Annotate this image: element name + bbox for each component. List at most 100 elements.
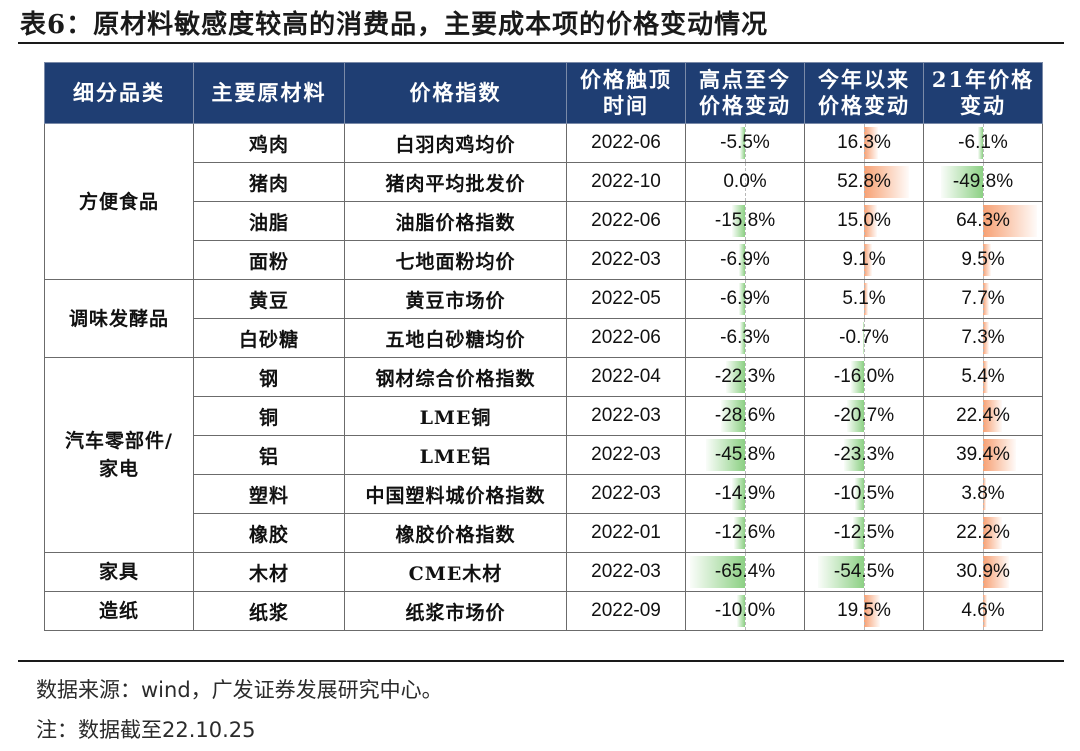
percent-value: 0.0% [723,171,767,192]
material-cell: 塑料 [193,474,345,514]
index-cell: 中国塑料城价格指数 [344,474,567,514]
table-row: 铝 LME铝 2022-03 -45.8% -23.3% 39.4% [45,435,1043,475]
ytd-cell: -20.7% [804,396,924,436]
data-bar [864,166,909,198]
zero-axis-line [864,592,865,630]
zero-axis-line [745,163,746,201]
percent-value: 4.6% [961,600,1005,621]
zero-axis-line [745,397,746,435]
data-bar [846,400,864,432]
material-cell: 钢 [193,357,345,397]
percent-value: -20.7% [833,405,895,426]
header-ytd: 今年以来 价格变动 [804,62,924,124]
percent-value: -12.6% [714,522,776,543]
percent-value: -14.9% [714,483,776,504]
percent-value: -54.5% [833,561,895,582]
y21-cell: -49.8% [923,162,1043,202]
percent-value: -5.5% [720,132,770,153]
table-row: 橡胶 橡胶价格指数 2022-01 -12.6% -12.5% 22.2% [45,513,1043,553]
data-bar [740,127,745,159]
y21-cell: 64.3% [923,201,1043,241]
percent-value: -22.3% [714,366,776,387]
category-label: 方便食品 [78,190,159,213]
from-peak-cell: -12.6% [685,513,805,553]
from-peak-cell: -5.5% [685,123,805,163]
data-bar [983,322,990,354]
peak-time-cell: 2022-03 [566,396,686,436]
percent-value: 7.7% [961,288,1005,309]
data-bar [855,478,864,510]
index-cell: 橡胶价格指数 [344,513,567,553]
data-bar [983,283,990,315]
material-cell: 木材 [193,552,345,592]
header-from-peak-line2: 价格变动 [699,93,791,118]
peak-time-cell: 2022-04 [566,357,686,397]
zero-axis-line [864,163,865,201]
ytd-cell: 15.0% [804,201,924,241]
y21-cell: 3.8% [923,474,1043,514]
material-cell: 黄豆 [193,279,345,319]
date-note: 注：数据截至22.10.25 [36,718,256,742]
zero-axis-line [745,592,746,630]
percent-value: 39.4% [956,444,1010,465]
index-cell: 白羽肉鸡均价 [344,123,567,163]
ytd-cell: 19.5% [804,591,924,631]
ytd-cell: 9.1% [804,240,924,280]
ytd-cell: -0.7% [804,318,924,358]
material-cell: 铜 [193,396,345,436]
zero-axis-line [745,514,746,552]
percent-value: 9.1% [842,249,886,270]
data-bar [983,439,1017,471]
data-bar [706,439,745,471]
peak-time-cell: 2022-09 [566,591,686,631]
zero-axis-line [983,241,984,279]
percent-value: -6.3% [720,327,770,348]
material-cell: 面粉 [193,240,345,280]
index-cell: 七地面粉均价 [344,240,567,280]
index-cell: 猪肉平均批发价 [344,162,567,202]
percent-value: 9.5% [961,249,1005,270]
table-row: 家具 木材 CME木材 2022-03 -65.4% -54.5% 30.9% [44,552,1043,592]
material-cell: 鸡肉 [193,123,345,163]
data-bar [853,517,864,549]
category-cell: 方便食品 [44,123,194,280]
data-bar [689,556,745,588]
table-row: 油脂 油脂价格指数 2022-06 -15.8% 15.0% 64.3% [45,201,1043,241]
from-peak-cell: -6.9% [685,279,805,319]
data-bar [720,400,745,432]
data-bar [941,166,983,198]
zero-axis-line [745,241,746,279]
percent-value: -12.5% [833,522,895,543]
percent-value: 5.1% [842,288,886,309]
zero-axis-line [983,358,984,396]
category-label: 家具 [98,561,139,583]
zero-axis-line [983,397,984,435]
percent-value: -28.6% [714,405,776,426]
ytd-cell: -23.3% [804,435,924,475]
material-cell: 白砂糖 [193,318,345,358]
zero-axis-line [864,202,865,240]
zero-axis-line [864,280,865,318]
category-cell: 汽车零部件/家电 [44,357,194,553]
zero-axis-line [745,475,746,513]
zero-axis-line [864,319,865,357]
header-peak-time-line1: 价格触顶 [580,67,672,92]
header-2021-line2: 变动 [960,93,1006,118]
zero-axis-line [983,514,984,552]
data-bar [983,517,1002,549]
y21-cell: 9.5% [923,240,1043,280]
peak-time-cell: 2022-03 [566,240,686,280]
header-peak-time-line2: 时间 [603,93,649,118]
zero-axis-line [745,436,746,474]
zero-axis-line [983,553,984,591]
table-row: 方便食品 鸡肉 白羽肉鸡均价 2022-06 -5.5% 16.3% -6.1% [44,123,1043,280]
from-peak-cell: 0.0% [685,162,805,202]
ytd-cell: -16.0% [804,357,924,397]
from-peak-cell: -65.4% [685,552,805,592]
zero-axis-line [745,202,746,240]
y21-cell: 39.4% [923,435,1043,475]
peak-time-cell: 2022-05 [566,279,686,319]
header-index: 价格指数 [344,62,567,124]
from-peak-cell: -15.8% [685,201,805,241]
percent-value: 15.0% [837,210,891,231]
